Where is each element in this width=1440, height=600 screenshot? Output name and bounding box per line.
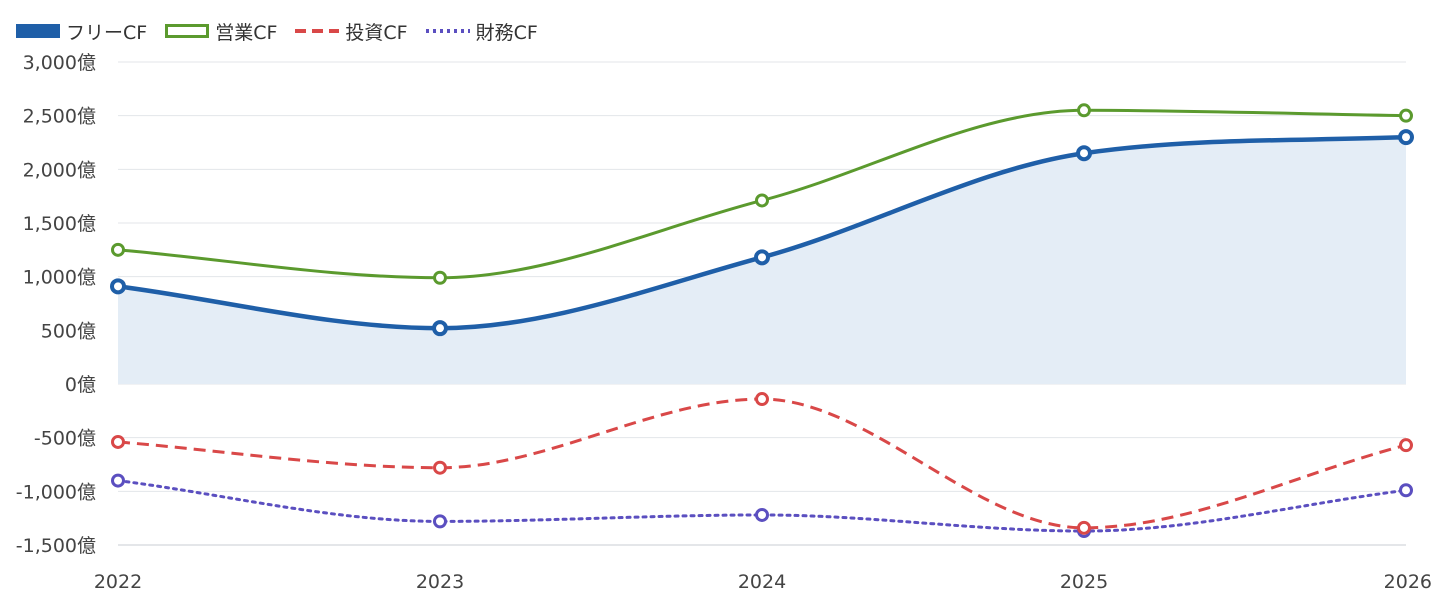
data-point-s1-3[interactable] <box>1077 103 1091 118</box>
x-tick-label-0: 2022 <box>94 571 142 593</box>
y-tick-label-1: 2,500億 <box>23 106 96 128</box>
y-tick-label-2: 2,000億 <box>23 159 96 181</box>
legend-swatch-operating-cf <box>165 24 210 38</box>
data-point-s0-0[interactable] <box>110 278 126 295</box>
data-point-s0-3[interactable] <box>1076 145 1092 162</box>
legend-swatch-free-cf <box>16 24 60 38</box>
data-point-s3-2[interactable] <box>755 507 769 522</box>
legend-item-investing-cf[interactable]: 投資CF <box>295 18 408 45</box>
x-tick-label-4: 2026 <box>1384 571 1432 593</box>
data-point-s0-2[interactable] <box>754 249 770 266</box>
data-point-s1-2[interactable] <box>755 193 769 208</box>
series-line-3 <box>116 479 1408 533</box>
y-tick-label-8: -1,000億 <box>16 481 96 503</box>
x-tick-label-1: 2023 <box>416 571 464 593</box>
x-tick-label-2: 2024 <box>738 571 786 593</box>
legend-swatch-investing-cf <box>295 24 340 38</box>
y-tick-label-0: 3,000億 <box>23 52 96 74</box>
x-axis-ticks: 2022 2023 2024 2025 2026 <box>94 571 1432 593</box>
y-tick-label-5: 500億 <box>41 320 96 342</box>
data-point-s2-0[interactable] <box>111 434 125 449</box>
legend-item-free-cf[interactable]: フリーCF <box>16 18 147 45</box>
data-point-s1-0[interactable] <box>111 242 125 257</box>
legend-label-investing-cf: 投資CF <box>345 21 408 44</box>
legend-swatch-financing-cf <box>425 24 470 38</box>
y-tick-label-9: -1,500億 <box>16 535 96 557</box>
legend-item-financing-cf[interactable]: 財務CF <box>425 18 538 45</box>
y-axis-ticks: 3,000億 2,500億 2,000億 1,500億 1,000億 500億 0億 -500… <box>16 52 96 557</box>
data-point-s2-1[interactable] <box>433 460 447 475</box>
data-point-s3-4[interactable] <box>1399 483 1413 498</box>
x-tick-label-3: 2025 <box>1060 571 1108 593</box>
y-tick-label-4: 1,000億 <box>23 267 96 289</box>
data-point-s0-1[interactable] <box>432 320 448 337</box>
data-point-s3-0[interactable] <box>111 473 125 488</box>
data-point-s2-2[interactable] <box>755 392 769 407</box>
data-point-s2-3[interactable] <box>1077 520 1091 535</box>
data-point-s3-1[interactable] <box>433 514 447 529</box>
legend: フリーCF 営業CF 投資CF 財務CF <box>16 14 538 48</box>
data-point-s1-1[interactable] <box>433 270 447 285</box>
y-tick-label-7: -500億 <box>34 428 96 450</box>
data-point-s0-4[interactable] <box>1398 129 1414 146</box>
legend-item-operating-cf[interactable]: 営業CF <box>165 18 277 45</box>
legend-label-free-cf: フリーCF <box>66 21 148 44</box>
legend-label-operating-cf: 営業CF <box>215 21 278 44</box>
legend-label-financing-cf: 財務CF <box>475 21 538 44</box>
series-points <box>110 103 1414 539</box>
data-point-s2-4[interactable] <box>1399 438 1413 453</box>
y-tick-label-3: 1,500億 <box>23 213 96 235</box>
data-point-s1-4[interactable] <box>1399 108 1413 123</box>
y-tick-label-6: 0億 <box>65 374 96 396</box>
